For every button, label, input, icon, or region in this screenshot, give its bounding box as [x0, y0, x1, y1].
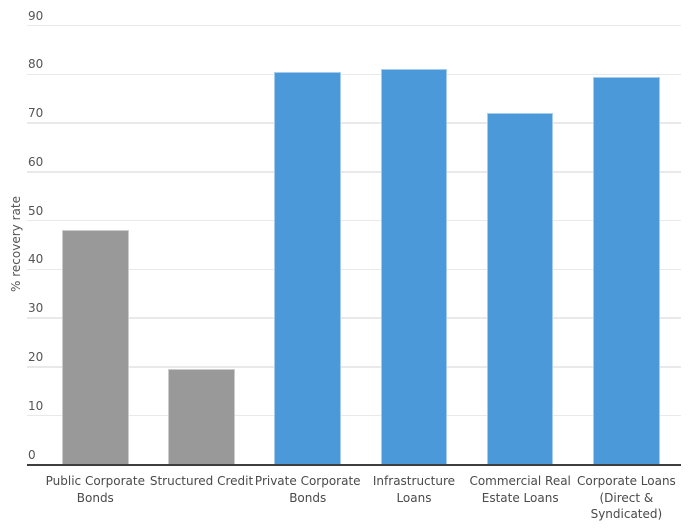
- x-category-label-corporate-loans-direct-syndicated: Corporate Loans (Direct & Syndicated): [576, 474, 676, 521]
- y-tick-label-60: 60: [28, 154, 44, 169]
- gridline-90: [27, 24, 681, 27]
- x-category-label-commercial-real-estate-loans: Commercial Real Estate Loans: [469, 474, 571, 505]
- x-axis-line: [27, 463, 681, 466]
- y-tick-label-50: 50: [28, 203, 44, 218]
- gridline-10: [27, 414, 681, 417]
- bar-private-corporate-bonds: [274, 71, 341, 465]
- gridline-60: [27, 171, 681, 173]
- gridline-30: [27, 317, 681, 319]
- gridline-40: [27, 268, 681, 271]
- y-axis-title: % recovery rate: [9, 196, 23, 292]
- bar-corporate-loans-direct-syndicated: [593, 76, 660, 465]
- y-tick-label-0: 0: [28, 447, 36, 462]
- gridline-70: [27, 122, 681, 124]
- x-category-label-infrastructure-loans: Infrastructure Loans: [372, 474, 456, 505]
- y-tick-label-70: 70: [28, 106, 44, 121]
- x-category-label-private-corporate-bonds: Private Corporate Bonds: [254, 474, 361, 505]
- gridline-50: [27, 219, 681, 222]
- bar-structured-credit: [168, 369, 235, 465]
- y-tick-label-90: 90: [28, 8, 44, 23]
- gridline-80: [27, 73, 681, 76]
- x-category-label-public-corporate-bonds: Public Corporate Bonds: [45, 474, 145, 505]
- x-category-label-structured-credit: Structured Credit: [149, 474, 254, 488]
- y-tick-label-40: 40: [28, 252, 44, 267]
- y-tick-label-20: 20: [28, 349, 44, 364]
- y-tick-label-10: 10: [28, 398, 44, 413]
- bar-public-corporate-bonds: [62, 230, 129, 465]
- bar-infrastructure-loans: [380, 69, 448, 465]
- gridline-20: [27, 366, 681, 368]
- y-tick-label-80: 80: [28, 57, 44, 72]
- y-tick-label-30: 30: [28, 301, 44, 316]
- bar-commercial-real-estate-loans: [486, 113, 554, 465]
